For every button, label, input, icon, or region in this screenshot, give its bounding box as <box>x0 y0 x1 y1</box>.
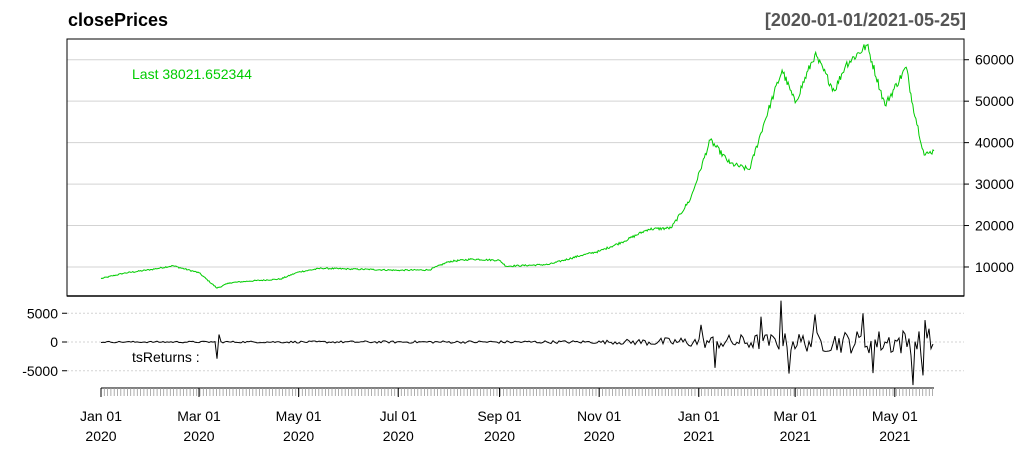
x-tick-label-month: Jan 01 <box>80 408 122 424</box>
price-line <box>100 43 935 289</box>
x-tick-label-month: May 01 <box>276 408 322 424</box>
x-tick-label-month: Sep 01 <box>477 408 522 424</box>
price-y-tick-label: 30000 <box>975 176 1014 192</box>
returns-y-tick-label: 5000 <box>27 305 58 321</box>
price-y-tick-label: 50000 <box>975 93 1014 109</box>
x-tick-label-month: Jul 01 <box>380 408 418 424</box>
price-y-tick-label: 20000 <box>975 218 1014 234</box>
returns-line <box>100 300 934 386</box>
x-axis-minor-ticks <box>100 388 933 396</box>
x-tick-label-year: 2021 <box>683 428 714 444</box>
x-tick-label-year: 2020 <box>85 428 116 444</box>
returns-y-tick-label: 0 <box>50 334 58 350</box>
returns-y-tick-label: -5000 <box>22 363 58 379</box>
x-tick-label-month: Nov 01 <box>577 408 622 424</box>
chart-title: closePrices <box>68 10 168 30</box>
x-tick-label-year: 2020 <box>183 428 214 444</box>
returns-label: tsReturns : <box>132 349 200 365</box>
x-tick-label-year: 2020 <box>383 428 414 444</box>
x-tick-label-year: 2021 <box>780 428 811 444</box>
price-y-tick-label: 60000 <box>975 52 1014 68</box>
date-range: [2020-01-01/2021-05-25] <box>765 10 966 30</box>
x-tick-label-year: 2021 <box>879 428 910 444</box>
price-y-axis: 10000 20000 30000 40000 50000 60000 <box>964 52 1014 275</box>
returns-gridlines <box>67 312 964 372</box>
price-y-tick-label: 40000 <box>975 135 1014 151</box>
x-tick-label-month: Mar 01 <box>177 408 221 424</box>
x-tick-label-month: May 01 <box>872 408 918 424</box>
x-tick-label-month: Mar 01 <box>773 408 817 424</box>
x-tick-label-year: 2020 <box>283 428 314 444</box>
x-tick-label-year: 2020 <box>484 428 515 444</box>
x-tick-label-month: Jan 01 <box>678 408 720 424</box>
x-axis: Jan 01 2020 Mar 01 2020 May 01 2020 Jul 01 2020… <box>80 388 918 444</box>
returns-y-axis: -5000 0 5000 <box>22 305 67 379</box>
last-value-label: Last 38021.652344 <box>132 66 252 82</box>
price-y-tick-label: 10000 <box>975 259 1014 275</box>
x-tick-label-year: 2020 <box>584 428 615 444</box>
price-gridlines <box>67 59 964 268</box>
